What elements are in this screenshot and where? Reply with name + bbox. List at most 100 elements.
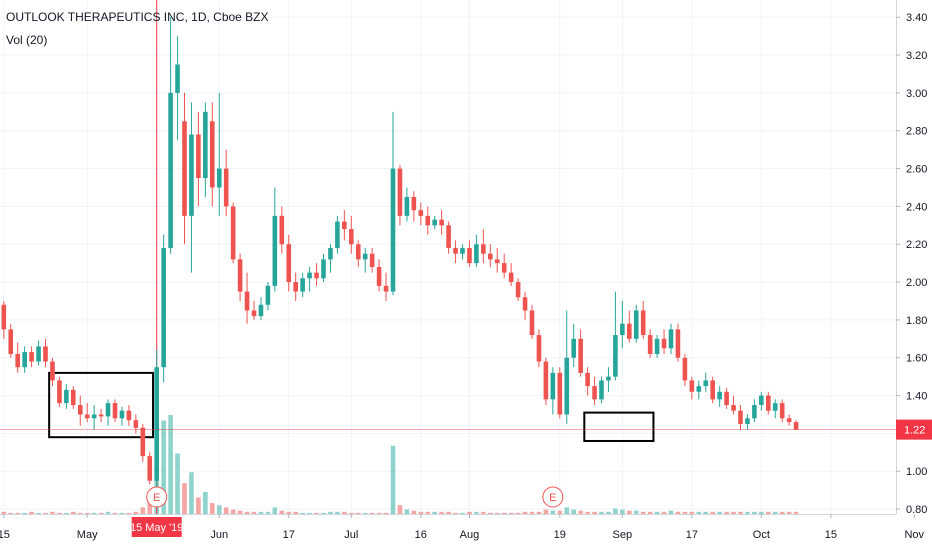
volume-bar [223,507,229,514]
time-tick-label: 17 [686,529,698,541]
price-label-badge [896,419,932,440]
candle-body [613,335,618,377]
candle-body [550,372,556,400]
earnings-marker-label: E [549,492,556,504]
price-axis[interactable]: 3.40 3.20 3.00 2.80 2.60 2.40 2.20 2.00 1.80 1.60… [896,0,932,550]
candle-body [606,376,611,381]
candle-body [57,380,62,404]
volume-bar [543,509,549,514]
volume-bar [696,511,702,514]
volume-bar [244,511,250,514]
volume-bar [64,512,69,514]
time-tick-label: 19 [554,529,566,541]
candle-body [397,168,403,216]
candle-body [564,357,570,415]
volume-bar [98,512,104,514]
candle-body [147,456,153,481]
volume-bar [453,512,458,514]
candle-body [112,403,118,419]
volume-bar [84,512,90,514]
candle-body [286,244,292,283]
volume-bar [342,511,347,514]
annotation-boxes [48,371,655,442]
volume-bar [668,510,674,514]
volume-bar [210,503,215,514]
volume-bar [71,511,76,514]
volume-bar [481,511,486,514]
candle-body [759,395,764,406]
volume-bar [369,512,375,514]
candle-body [786,418,792,423]
time-axis[interactable]: 15 May Jun 17 Jul 16 Aug 19 Sep 17 Oct 15 Nov 15 May … [0,514,925,550]
volume-bar [404,509,410,514]
volume-bar [627,510,632,514]
time-tick-label: Oct [753,529,770,541]
volume-bar [731,511,736,514]
candle-body [717,391,722,400]
candle-body [460,248,465,254]
volume-bar [661,511,667,514]
volume-bar [738,511,743,514]
volume-bar [766,511,771,514]
candle-body [362,253,368,260]
earnings-marker[interactable]: E [146,486,168,508]
volume-bar [15,512,20,514]
price-tick-label: 0.80 [906,504,927,516]
volume-bar [272,507,278,514]
volume-bar [328,511,333,514]
volume-bar [633,510,639,514]
candle-body [494,259,500,264]
candle-body [8,329,14,354]
chart-title: OUTLOOK THERAPEUTICS INC, 1D, Cboe BZX [6,10,269,24]
candle-body [168,92,173,249]
candle-body [314,272,319,279]
candle-body [50,361,55,381]
candle-body [620,323,625,336]
volume-bar [216,505,222,514]
price-tick-label: 1.40 [906,391,927,403]
candle-body [682,357,688,381]
volume-bar [786,511,792,514]
volume-bar [36,512,41,514]
volume-bar [564,507,570,514]
candle-body [578,338,583,373]
candle-body [675,329,681,358]
time-tick-label: Nov [904,529,924,541]
time-tick-label: Jun [210,529,228,541]
candle-body [515,282,521,298]
volume-bar [258,511,264,514]
volume-bar [43,512,48,514]
earnings-marker[interactable]: E [542,486,564,508]
candle-body [467,248,472,264]
annotation-box [48,371,155,439]
time-tick-label: 17 [283,529,295,541]
volume-bar [133,511,139,514]
candle-body [216,168,222,188]
volume-bar [529,511,535,514]
volume-bar [105,511,111,514]
candle-body [349,229,354,245]
candle-body [439,219,444,226]
volume-bar [126,512,132,514]
price-axis-background [896,0,932,550]
candle-body [1,304,7,330]
candle-body [696,386,702,392]
volume-bar [717,511,722,514]
candle-body [772,403,778,411]
candle-body [585,372,590,387]
volume-bar [779,511,785,514]
candle-body [724,391,729,406]
candle-body [536,335,542,362]
volume-bar [446,511,451,514]
volume-bar [321,512,326,514]
volume-bar [189,472,194,514]
candle-body [307,272,312,279]
candle-body [481,244,486,254]
volume-bar [578,510,583,514]
volume-bar [112,512,118,514]
candle-body [279,215,285,245]
candle-body [321,259,326,279]
earnings-marker-label: E [153,492,160,504]
